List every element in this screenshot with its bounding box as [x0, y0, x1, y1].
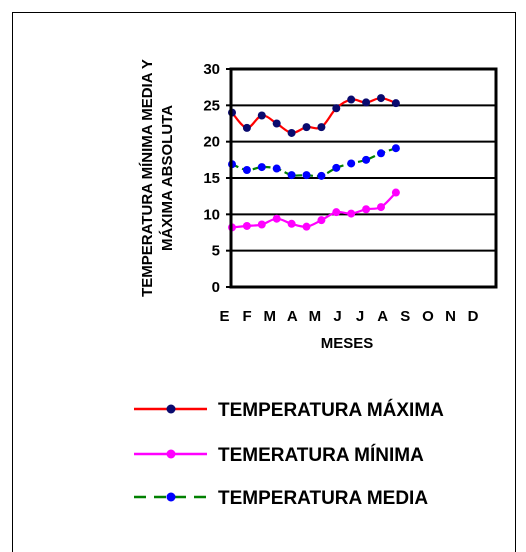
- series-point: [317, 216, 326, 225]
- x-tick-label: O: [422, 308, 434, 325]
- series-point: [332, 104, 341, 113]
- x-tick-label: A: [287, 308, 298, 325]
- x-tick-label: E: [219, 308, 229, 325]
- x-tick-label: A: [377, 308, 388, 325]
- x-tick-label: J: [333, 308, 341, 325]
- x-tick-label: M: [263, 308, 276, 325]
- legend-marker: [166, 449, 176, 459]
- series-point: [362, 205, 371, 214]
- legend-label: TEMPERATURA MÁXIMA: [218, 399, 444, 421]
- series-point: [257, 111, 266, 120]
- series-point: [332, 208, 341, 217]
- series-point: [362, 155, 371, 164]
- y-tick-label: 30: [203, 61, 220, 78]
- series-point: [317, 171, 326, 180]
- series-point: [302, 171, 311, 180]
- y-tick-label: 5: [212, 243, 220, 260]
- series-point: [332, 163, 341, 172]
- series-point: [242, 166, 251, 175]
- series-point: [242, 221, 251, 230]
- series-group: [228, 94, 400, 232]
- series-point: [362, 98, 371, 107]
- series-point: [347, 209, 356, 218]
- series-point: [257, 163, 266, 172]
- series-point: [347, 95, 356, 104]
- series-line: [231, 147, 397, 178]
- series-point: [257, 220, 266, 229]
- x-tick-label: N: [445, 308, 456, 325]
- x-tick-label: J: [356, 308, 364, 325]
- y-axis-ticks: 0 5 10 15 20 25 30: [203, 61, 231, 296]
- y-tick-label: 10: [203, 206, 220, 223]
- x-tick-label: F: [243, 308, 252, 325]
- x-tick-label: D: [468, 308, 479, 325]
- y-axis-title-line2: MÁXIMA ABSOLUTA: [159, 105, 176, 251]
- series-point: [287, 171, 296, 180]
- series-line: [231, 191, 397, 229]
- y-axis-title-line1: TEMPERATURA MÍNIMA MEDIA Y: [139, 59, 156, 297]
- legend-label: TEMPERATURA MEDIA: [218, 488, 428, 509]
- series-line: [231, 96, 397, 135]
- series-point: [272, 119, 281, 128]
- plot-area-border: [229, 67, 498, 289]
- series-point: [287, 128, 296, 137]
- series-point: [302, 123, 311, 132]
- y-tick-label: 15: [203, 170, 220, 187]
- series-point: [391, 144, 400, 153]
- legend-marker: [166, 492, 176, 502]
- series-point: [317, 123, 326, 132]
- series-point: [377, 149, 385, 158]
- legend-label: TEMERATURA MÍNIMA: [218, 444, 424, 466]
- legend: TEMPERATURA MÁXIMA TEMERATURA MÍNIMA TEMPE…: [134, 399, 444, 509]
- y-tick-label: 20: [203, 134, 220, 151]
- x-tick-label: S: [400, 308, 410, 325]
- series-point: [377, 203, 385, 212]
- y-tick-label: 0: [212, 279, 220, 296]
- series-point: [377, 94, 385, 103]
- series-point: [391, 99, 400, 108]
- x-tick-label: M: [309, 308, 322, 325]
- series-point: [391, 188, 400, 197]
- series-point: [347, 159, 356, 168]
- series-point: [272, 214, 281, 223]
- legend-marker: [166, 404, 176, 414]
- series-point: [272, 164, 281, 173]
- y-tick-label: 25: [203, 97, 220, 114]
- series-point: [302, 222, 311, 231]
- series-point: [242, 123, 251, 132]
- series-point: [287, 219, 296, 228]
- x-axis-title: MESES: [321, 335, 374, 352]
- grid-lines: [231, 104, 496, 252]
